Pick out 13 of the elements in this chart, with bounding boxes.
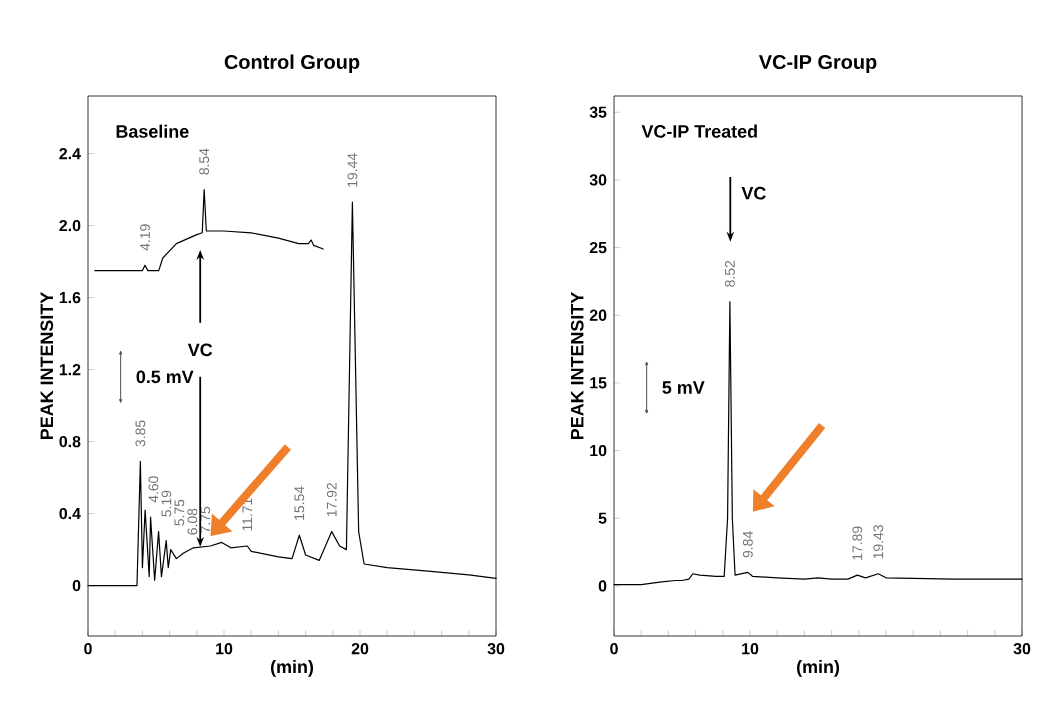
y-axis-title: PEAK INTENSITY xyxy=(570,292,584,440)
chart-title: Control Group xyxy=(224,54,360,73)
line-series xyxy=(94,189,324,272)
x-axis-title: (min) xyxy=(797,660,840,677)
annotation: 0.5 mV xyxy=(136,370,194,384)
y-axis-title: PEAK INTENSITY xyxy=(40,292,54,440)
annotation: 5 mV xyxy=(662,381,705,394)
annotation: VC xyxy=(187,343,213,357)
chart-title: VC-IP Group xyxy=(758,54,877,73)
text: Baseline xyxy=(116,124,189,138)
text: VC-IP Treated xyxy=(641,124,757,138)
x-axis-title: (min) xyxy=(271,660,314,677)
annotation: VC xyxy=(741,186,766,200)
